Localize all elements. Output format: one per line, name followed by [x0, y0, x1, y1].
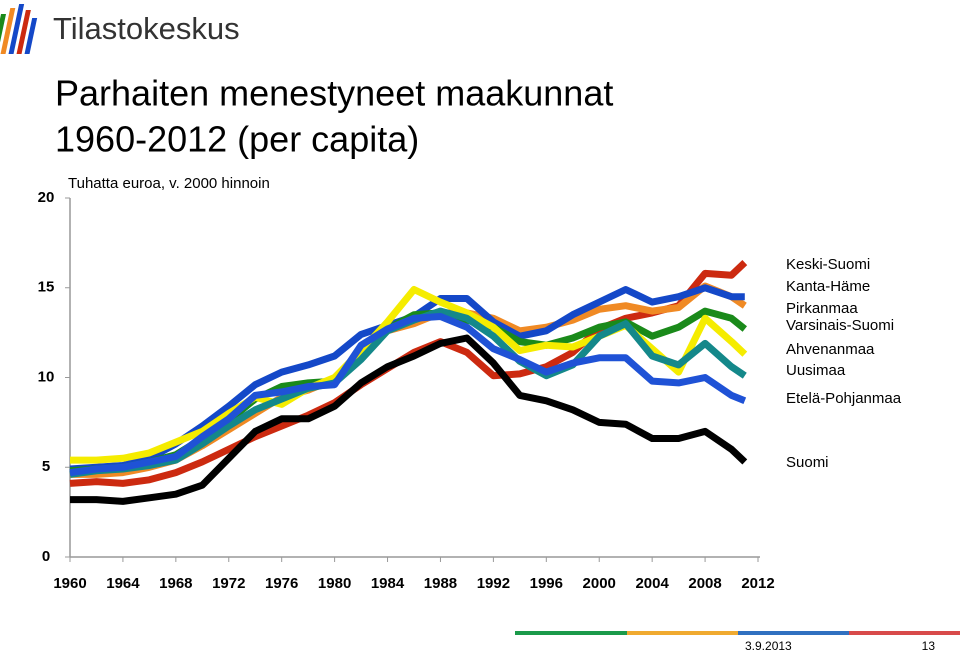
- x-tick-label: 1992: [477, 575, 510, 592]
- legend-label: Etelä-Pohjanmaa: [786, 390, 902, 407]
- legend-label: Varsinais-Suomi: [786, 317, 894, 334]
- legend-label: Keski-Suomi: [786, 256, 870, 273]
- footer-date: 3.9.2013: [745, 639, 792, 653]
- x-tick-label: 1984: [371, 575, 405, 592]
- y-tick-label: 20: [38, 189, 55, 206]
- x-tick-label: 1980: [318, 575, 351, 592]
- y-tick-label: 15: [38, 279, 55, 296]
- x-tick-label: 1960: [53, 575, 86, 592]
- y-tick-label: 5: [42, 458, 50, 475]
- x-tick-label: 1968: [159, 575, 192, 592]
- title-line: Parhaiten menestyneet maakunnat: [55, 73, 613, 114]
- x-tick-label: 2012: [741, 575, 774, 592]
- x-tick-label: 1972: [212, 575, 245, 592]
- series-line: [69, 313, 747, 477]
- x-tick-label: 1964: [106, 575, 140, 592]
- y-tick-label: 0: [42, 548, 50, 565]
- y-tick-label: 10: [38, 368, 55, 385]
- footer-bar: [515, 631, 960, 635]
- x-tick-label: 2004: [635, 575, 669, 592]
- legend-label: Pirkanmaa: [786, 300, 858, 317]
- series-line: [70, 334, 748, 505]
- legend-label: Uusimaa: [786, 362, 846, 379]
- x-tick-label: 1996: [530, 575, 563, 592]
- legend-label: Kanta-Häme: [786, 278, 870, 295]
- unit-note: Tuhatta euroa, v. 2000 hinnoin: [68, 175, 270, 192]
- logo-icon: [0, 4, 38, 54]
- legend-label: Suomi: [786, 454, 829, 471]
- x-tick-label: 2008: [688, 575, 721, 592]
- legend-label: Ahvenanmaa: [786, 341, 875, 358]
- title-line: 1960-2012 (per capita): [55, 119, 419, 160]
- x-tick-label: 1976: [265, 575, 298, 592]
- x-tick-label: 2000: [583, 575, 616, 592]
- page-number: 13: [922, 639, 936, 653]
- plot: 0 5 10 15 20 1960 1964 1968 1972 1976 1980 1984 1988…: [38, 189, 902, 592]
- logo-text: Tilastokeskus: [53, 11, 240, 46]
- x-tick-label: 1988: [424, 575, 457, 592]
